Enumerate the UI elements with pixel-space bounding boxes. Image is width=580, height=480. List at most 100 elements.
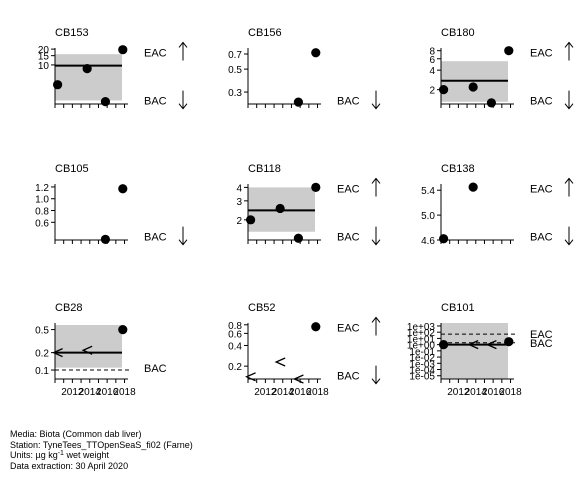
y-tick-label: 1e-04: [409, 366, 435, 377]
reference-label-eac: EAC: [144, 47, 167, 59]
arrow-down-icon: [371, 103, 381, 110]
reference-label-bac: BAC: [337, 371, 360, 383]
confidence-band: [55, 54, 122, 101]
y-tick-label: 4: [236, 183, 242, 194]
x-tick-label: 2018: [306, 387, 329, 398]
units-exponent: -1: [57, 450, 64, 458]
footer-extraction: Data extraction: 30 April 2020: [10, 460, 129, 471]
reference-label-bac: BAC: [144, 363, 167, 375]
y-tick-label: 10: [38, 61, 50, 72]
arrow-up-icon: [371, 177, 381, 184]
arrow-down-icon: [178, 239, 188, 246]
reference-label-bac: BAC: [144, 96, 167, 108]
data-point: [53, 80, 63, 90]
y-tick-label: 0.2: [228, 362, 242, 373]
panel-title: CB28: [55, 302, 83, 314]
panel-cb180: CB180 2 468 EAC BAC: [429, 27, 574, 110]
units-suffix: wet weight: [63, 450, 109, 461]
y-tick-label: 0.2: [35, 349, 49, 360]
footer-media: Media: Biota (Common dab liver): [10, 429, 142, 439]
x-tick-label: 2018: [499, 387, 522, 398]
arrow-up-icon: [371, 316, 381, 323]
y-tick-label: 5.0: [421, 211, 435, 222]
panel-cb156: CB156 0.3 0.5 0.7 BAC: [228, 27, 381, 110]
y-tick-label: 3: [236, 197, 242, 208]
arrow-up-icon: [178, 41, 188, 48]
panel-title: CB52: [248, 302, 276, 314]
x-tick-label: 2014: [465, 387, 488, 398]
arrow-up-icon: [564, 41, 574, 48]
x-tick-label: 2012: [61, 387, 84, 398]
data-point: [311, 182, 321, 192]
y-tick-label: 1.2: [35, 183, 49, 194]
y-tick-label: 0.3: [228, 88, 242, 99]
panel-cb138: CB138 4.6 5.0 5.4 EAC BAC: [421, 163, 574, 247]
y-tick-label: 0.1: [35, 366, 49, 377]
x-tick-label: 2018: [113, 387, 136, 398]
y-tick-label: 1e+03: [407, 322, 436, 333]
less-than-point: [245, 372, 256, 382]
data-point: [246, 215, 256, 225]
data-point: [468, 182, 478, 192]
less-than-point: [485, 340, 497, 350]
panel-title: CB101: [441, 302, 475, 314]
y-tick-label: 2: [429, 86, 435, 97]
panel-cb101: CB101 1e-051e-041e-031e-021e-011e+001e+01…: [407, 302, 553, 398]
data-point: [293, 97, 304, 107]
y-tick-label: 1e+00: [407, 341, 436, 352]
reference-label-eac: EAC: [530, 47, 553, 59]
y-tick-label: 4: [429, 66, 435, 77]
data-point: [100, 234, 111, 245]
panel-title: CB156: [248, 27, 282, 39]
y-tick-label: 0.5: [35, 326, 49, 337]
data-point: [439, 340, 449, 350]
data-point: [468, 82, 478, 92]
data-point: [118, 324, 128, 335]
data-point: [275, 203, 285, 214]
y-tick-label: 6: [429, 55, 435, 66]
arrow-down-icon: [371, 378, 381, 385]
y-tick-label: 8: [429, 47, 435, 58]
y-tick-label: 1e-03: [409, 359, 435, 370]
panel-title: CB138: [441, 163, 475, 175]
arrow-down-icon: [564, 103, 574, 110]
confidence-band: [55, 325, 122, 368]
data-point: [293, 233, 304, 243]
data-point: [504, 46, 514, 56]
x-tick-label: 2016: [482, 387, 505, 398]
confidence-band: [441, 323, 508, 379]
y-tick-label: 1e-05: [409, 372, 435, 383]
x-tick-label: 2014: [272, 387, 295, 398]
data-point: [439, 234, 449, 244]
less-than-point: [467, 340, 479, 350]
panel-title: CB118: [248, 163, 281, 175]
panel-cb118: CB118 2 3 4 EAC BAC: [236, 163, 381, 246]
data-point: [118, 45, 128, 55]
panel-title: CB105: [55, 163, 89, 175]
less-than-point: [81, 345, 93, 355]
data-point: [486, 98, 497, 108]
reference-label-bac: BAC: [337, 96, 360, 108]
footer-station: Station: TyneTees_TTOpenSeaS_fi02 (Farne…: [10, 439, 193, 450]
arrow-up-icon: [564, 177, 574, 184]
x-tick-label: 2016: [289, 387, 312, 398]
reference-label-eac: EAC: [530, 183, 553, 195]
data-point: [311, 48, 321, 58]
footer-units: Units: µg kg-1 wet weight: [10, 450, 193, 461]
data-point: [118, 184, 128, 194]
data-point: [311, 322, 321, 332]
y-tick-label: 0.5: [228, 65, 242, 76]
y-tick-label: 0.6: [228, 329, 242, 340]
y-tick-label: 1e-02: [409, 353, 435, 364]
y-tick-label: 1.0: [35, 195, 49, 206]
reference-label-bac: BAC: [530, 232, 553, 244]
arrow-down-icon: [371, 239, 381, 246]
arrow-down-icon: [564, 239, 574, 246]
panel-title: CB153: [55, 27, 89, 39]
data-point: [439, 85, 449, 95]
y-tick-label: 1e+01: [407, 334, 436, 345]
